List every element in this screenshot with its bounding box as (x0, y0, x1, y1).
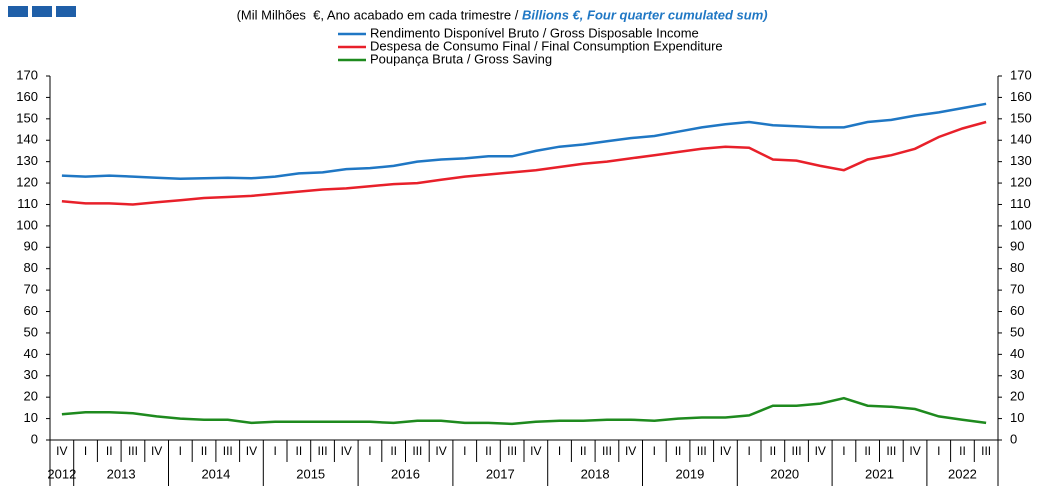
y-tick-label-left: 0 (31, 431, 38, 446)
y-tick-label-right: 90 (1010, 239, 1024, 254)
y-tick-label-right: 70 (1010, 282, 1024, 297)
y-tick-label-left: 30 (24, 367, 38, 382)
x-tick-label: IV (625, 444, 636, 458)
x-tick-label: IV (815, 444, 826, 458)
y-tick-label-left: 80 (24, 260, 38, 275)
y-tick-label-left: 100 (16, 217, 38, 232)
x-tick-label: III (223, 444, 233, 458)
x-tick-label: IV (246, 444, 257, 458)
x-tick-label: II (580, 444, 587, 458)
year-label: 2017 (486, 466, 515, 481)
logo-block (56, 6, 76, 17)
series-line (61, 396, 987, 426)
x-tick-label: II (296, 444, 303, 458)
y-tick-label-left: 110 (17, 196, 38, 211)
year-label: 2018 (581, 466, 610, 481)
y-tick-label-left: 150 (16, 110, 38, 125)
legend-label: Despesa de Consumo Final / Final Consump… (370, 38, 723, 53)
y-tick-label-left: 40 (24, 346, 38, 361)
x-tick-label: II (675, 444, 682, 458)
year-label: 2016 (391, 466, 420, 481)
year-label: 2014 (201, 466, 230, 481)
y-tick-label-right: 120 (1010, 174, 1032, 189)
x-tick-label: III (602, 444, 612, 458)
y-tick-label-right: 170 (1010, 67, 1032, 82)
x-tick-label: III (128, 444, 138, 458)
year-label: 2020 (770, 466, 799, 481)
y-tick-label-right: 10 (1010, 410, 1024, 425)
x-tick-label: I (179, 444, 182, 458)
x-tick-label: III (981, 444, 991, 458)
y-tick-label-left: 10 (24, 410, 38, 425)
series-line (61, 102, 987, 181)
x-tick-label: IV (341, 444, 352, 458)
x-tick-label: I (747, 444, 750, 458)
x-tick-label: I (937, 444, 940, 458)
year-label: 2022 (948, 466, 977, 481)
y-tick-label-right: 160 (1010, 89, 1032, 104)
y-tick-label-right: 0 (1010, 431, 1017, 446)
logo-block (32, 6, 52, 17)
x-tick-label: III (792, 444, 802, 458)
x-tick-label: IV (720, 444, 731, 458)
x-tick-label: I (368, 444, 371, 458)
y-tick-label-right: 100 (1010, 217, 1032, 232)
y-tick-label-right: 50 (1010, 324, 1024, 339)
x-tick-label: III (697, 444, 707, 458)
y-tick-label-right: 20 (1010, 389, 1024, 404)
y-tick-label-right: 150 (1010, 110, 1032, 125)
x-tick-label: III (412, 444, 422, 458)
logo-block (8, 6, 28, 17)
x-tick-label: I (84, 444, 87, 458)
x-tick-label: IV (909, 444, 920, 458)
y-tick-label-right: 140 (1010, 132, 1032, 147)
x-tick-label: IV (530, 444, 541, 458)
y-tick-label-right: 30 (1010, 367, 1024, 382)
subtitle-en: Billions €, Four quarter cumulated sum) (522, 7, 768, 22)
y-tick-label-right: 40 (1010, 346, 1024, 361)
y-tick-label-right: 80 (1010, 260, 1024, 275)
y-tick-label-left: 170 (16, 67, 38, 82)
y-tick-label-left: 70 (24, 282, 38, 297)
x-tick-label: I (463, 444, 466, 458)
x-tick-label: II (390, 444, 397, 458)
year-label: 2021 (865, 466, 894, 481)
x-tick-label: I (842, 444, 845, 458)
year-label: 2015 (296, 466, 325, 481)
x-tick-label: IV (56, 444, 67, 458)
series-line (61, 120, 987, 206)
y-tick-label-left: 120 (16, 174, 38, 189)
legend-label: Poupança Bruta / Gross Saving (370, 51, 552, 66)
y-tick-label-left: 60 (24, 303, 38, 318)
y-tick-label-right: 110 (1010, 196, 1031, 211)
year-label: 2013 (107, 466, 136, 481)
x-tick-label: IV (435, 444, 446, 458)
year-label: 2019 (675, 466, 704, 481)
x-tick-label: III (507, 444, 517, 458)
x-tick-label: II (106, 444, 113, 458)
y-tick-label-left: 50 (24, 324, 38, 339)
y-tick-label-left: 20 (24, 389, 38, 404)
y-tick-label-left: 140 (16, 132, 38, 147)
y-tick-label-left: 130 (16, 153, 38, 168)
x-tick-label: I (273, 444, 276, 458)
x-tick-label: II (864, 444, 871, 458)
x-tick-label: III (886, 444, 896, 458)
x-tick-label: IV (151, 444, 162, 458)
y-tick-label-left: 90 (24, 239, 38, 254)
y-tick-label-left: 160 (16, 89, 38, 104)
y-tick-label-right: 130 (1010, 153, 1032, 168)
subtitle-pt: (Mil Milhões €, Ano acabado em cada trim… (237, 7, 522, 22)
x-tick-label: II (201, 444, 208, 458)
legend-label: Rendimento Disponível Bruto / Gross Disp… (370, 25, 699, 40)
x-tick-label: II (770, 444, 777, 458)
x-tick-label: I (653, 444, 656, 458)
year-label: 2012 (47, 466, 76, 481)
x-tick-label: II (959, 444, 966, 458)
x-tick-label: I (558, 444, 561, 458)
x-tick-label: III (318, 444, 328, 458)
x-tick-label: II (485, 444, 492, 458)
y-tick-label-right: 60 (1010, 303, 1024, 318)
